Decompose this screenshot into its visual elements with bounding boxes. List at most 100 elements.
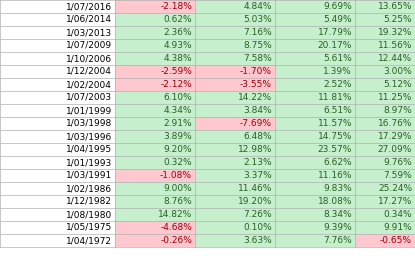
Text: 11.81%: 11.81% <box>317 93 352 102</box>
Bar <box>275 65 355 78</box>
Text: 8.75%: 8.75% <box>243 41 272 50</box>
Text: 8.76%: 8.76% <box>163 197 192 206</box>
Text: 1/04/1972: 1/04/1972 <box>66 236 112 245</box>
Bar <box>355 0 415 13</box>
Text: 11.56%: 11.56% <box>378 41 412 50</box>
Text: 23.57%: 23.57% <box>317 145 352 154</box>
Bar <box>275 221 355 234</box>
Bar <box>355 26 415 39</box>
Bar <box>0 156 115 169</box>
Bar <box>355 52 415 65</box>
Bar <box>0 52 115 65</box>
Text: -2.12%: -2.12% <box>160 80 192 89</box>
Bar <box>0 234 115 247</box>
Text: -1.70%: -1.70% <box>240 67 272 76</box>
Text: 14.82%: 14.82% <box>158 210 192 219</box>
Bar <box>115 143 195 156</box>
Text: 3.00%: 3.00% <box>383 67 412 76</box>
Bar <box>275 52 355 65</box>
Bar <box>0 143 115 156</box>
Bar <box>115 208 195 221</box>
Bar <box>275 143 355 156</box>
Bar <box>0 169 115 182</box>
Text: 1/07/2009: 1/07/2009 <box>66 41 112 50</box>
Bar <box>195 117 275 130</box>
Bar <box>115 26 195 39</box>
Bar <box>275 130 355 143</box>
Text: 7.58%: 7.58% <box>243 54 272 63</box>
Text: 6.48%: 6.48% <box>243 132 272 141</box>
Text: 2.91%: 2.91% <box>164 119 192 128</box>
Bar <box>275 39 355 52</box>
Text: 1/03/1998: 1/03/1998 <box>66 119 112 128</box>
Text: 1/01/1993: 1/01/1993 <box>66 158 112 167</box>
Text: 9.39%: 9.39% <box>323 223 352 232</box>
Text: 1/01/1999: 1/01/1999 <box>66 106 112 115</box>
Text: 16.76%: 16.76% <box>378 119 412 128</box>
Text: 12.98%: 12.98% <box>238 145 272 154</box>
Bar <box>115 91 195 104</box>
Text: 17.29%: 17.29% <box>378 132 412 141</box>
Bar <box>195 234 275 247</box>
Text: 1/06/2014: 1/06/2014 <box>66 15 112 24</box>
Bar <box>115 234 195 247</box>
Bar <box>195 39 275 52</box>
Text: 2.36%: 2.36% <box>164 28 192 37</box>
Bar <box>195 26 275 39</box>
Text: 18.08%: 18.08% <box>317 197 352 206</box>
Bar <box>195 91 275 104</box>
Text: -0.65%: -0.65% <box>380 236 412 245</box>
Text: 1/07/2003: 1/07/2003 <box>66 93 112 102</box>
Text: 27.09%: 27.09% <box>378 145 412 154</box>
Bar <box>195 13 275 26</box>
Text: 0.32%: 0.32% <box>164 158 192 167</box>
Bar <box>195 65 275 78</box>
Text: -3.55%: -3.55% <box>240 80 272 89</box>
Text: 13.65%: 13.65% <box>378 2 412 11</box>
Bar <box>195 221 275 234</box>
Bar <box>275 195 355 208</box>
Text: 4.38%: 4.38% <box>164 54 192 63</box>
Text: 5.12%: 5.12% <box>383 80 412 89</box>
Text: 1/03/2013: 1/03/2013 <box>66 28 112 37</box>
Text: 14.75%: 14.75% <box>317 132 352 141</box>
Text: 9.76%: 9.76% <box>383 158 412 167</box>
Bar <box>0 0 115 13</box>
Text: 7.59%: 7.59% <box>383 171 412 180</box>
Text: -1.08%: -1.08% <box>160 171 192 180</box>
Bar <box>0 195 115 208</box>
Bar <box>355 91 415 104</box>
Text: 4.84%: 4.84% <box>244 2 272 11</box>
Text: 17.79%: 17.79% <box>317 28 352 37</box>
Bar <box>115 0 195 13</box>
Text: 1/04/1995: 1/04/1995 <box>66 145 112 154</box>
Bar <box>355 169 415 182</box>
Text: -2.18%: -2.18% <box>160 2 192 11</box>
Text: 7.26%: 7.26% <box>243 210 272 219</box>
Bar <box>275 234 355 247</box>
Bar <box>275 169 355 182</box>
Bar <box>115 130 195 143</box>
Text: 1/05/1975: 1/05/1975 <box>66 223 112 232</box>
Bar <box>275 78 355 91</box>
Text: 1.39%: 1.39% <box>323 67 352 76</box>
Bar <box>355 182 415 195</box>
Text: 11.46%: 11.46% <box>238 184 272 193</box>
Text: 17.27%: 17.27% <box>378 197 412 206</box>
Text: 19.20%: 19.20% <box>238 197 272 206</box>
Text: 5.49%: 5.49% <box>323 15 352 24</box>
Bar <box>115 13 195 26</box>
Bar <box>195 78 275 91</box>
Bar <box>115 182 195 195</box>
Bar <box>0 117 115 130</box>
Bar <box>355 208 415 221</box>
Text: 0.34%: 0.34% <box>383 210 412 219</box>
Bar <box>275 182 355 195</box>
Text: 11.57%: 11.57% <box>317 119 352 128</box>
Bar <box>195 169 275 182</box>
Text: 5.25%: 5.25% <box>383 15 412 24</box>
Bar <box>195 195 275 208</box>
Bar <box>0 26 115 39</box>
Bar <box>115 39 195 52</box>
Text: 9.91%: 9.91% <box>383 223 412 232</box>
